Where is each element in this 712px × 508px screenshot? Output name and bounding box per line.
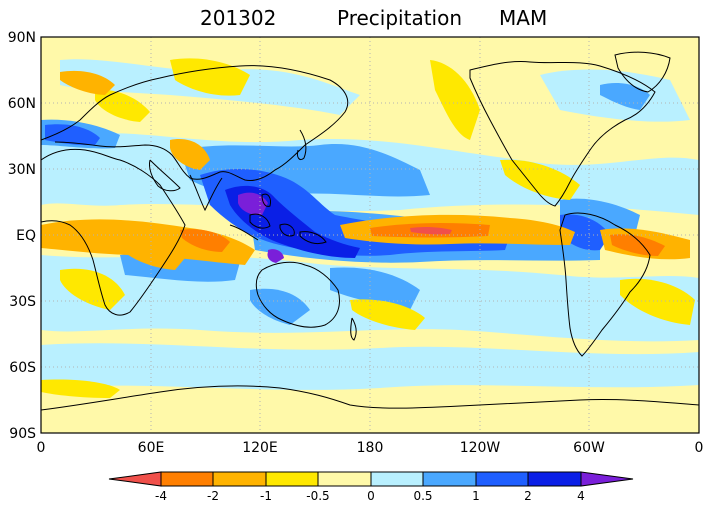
lon-tick-label: 120W <box>460 440 501 456</box>
coastline-island <box>299 231 327 245</box>
colorbar-segment <box>580 471 634 487</box>
colorbar-label: 4 <box>577 489 585 503</box>
anomaly-region <box>120 238 185 270</box>
anomaly-region <box>170 58 250 96</box>
coastline-antarctica <box>41 385 699 411</box>
lat-tick-label: 60S <box>9 360 36 376</box>
lon-tick-label: 60E <box>138 440 165 456</box>
anomaly-region <box>267 249 284 263</box>
lon-tick-labels: 0 60E 120E 180 120W 60W 0 <box>37 440 704 456</box>
coastline-island <box>229 224 259 241</box>
lon-tick-label: 60W <box>573 440 605 456</box>
colorbar-segment <box>370 471 424 487</box>
map-grid <box>41 37 699 433</box>
lon-tick-label: 0 <box>695 440 704 456</box>
coastline-india <box>189 174 223 212</box>
coastlines <box>41 51 699 411</box>
coastline-japan <box>297 129 307 161</box>
coastline-island <box>279 223 295 237</box>
coastline-new-zealand <box>350 317 357 341</box>
colorbar-label: -1 <box>260 489 272 503</box>
coastline-island <box>261 193 271 207</box>
anomaly-region <box>620 278 695 325</box>
anomaly-region <box>330 267 420 310</box>
colorbar-label: 2 <box>524 489 532 503</box>
colorbar-segment <box>108 471 162 487</box>
anomaly-region <box>95 89 150 122</box>
coastline-australia <box>255 261 340 328</box>
anomaly-region <box>170 139 210 170</box>
colorbar-label: -2 <box>207 489 219 503</box>
anomaly-region <box>610 234 665 256</box>
anomaly-region <box>250 288 310 325</box>
lat-tick-label: 90N <box>8 30 36 46</box>
colorbar-segment <box>317 471 372 487</box>
colorbar-segment <box>212 471 267 487</box>
colorbar-segment <box>475 471 529 487</box>
anomaly-region <box>560 214 610 251</box>
lon-tick-label: 0 <box>37 440 46 456</box>
colorbar-label: 0.5 <box>413 489 432 503</box>
coastline-north-america <box>469 61 656 207</box>
lon-tick-label: 180 <box>357 440 384 456</box>
lon-tick-label: 120E <box>242 440 278 456</box>
title-variable: Precipitation <box>337 6 463 30</box>
lat-tick-label: 90S <box>9 426 36 442</box>
colorbar-segment <box>422 471 477 487</box>
colorbar-label: 1 <box>472 489 480 503</box>
coastline-island <box>249 213 271 229</box>
title-date: 201302 <box>200 6 277 30</box>
anomaly-region <box>45 124 100 146</box>
coastline-greenland <box>614 51 671 93</box>
lat-tick-label: 30S <box>9 294 36 310</box>
anomaly-region <box>410 226 452 235</box>
anomaly-region <box>60 268 125 310</box>
colorbar-label: -0.5 <box>306 489 329 503</box>
coastline-south-america <box>559 212 651 357</box>
colorbar-label: 0 <box>367 489 375 503</box>
anomaly-region <box>60 70 115 95</box>
colorbar-segment <box>265 471 319 487</box>
lat-tick-label: 30N <box>8 162 36 178</box>
anomaly-region <box>430 60 480 140</box>
map-title: 201302 Precipitation MAM <box>0 6 712 32</box>
map-frame <box>40 36 700 434</box>
lat-tick-labels: 90N 60N 30N EQ 30S 60S 90S <box>8 30 36 442</box>
colorbar <box>108 471 634 487</box>
colorbar-segment <box>527 471 582 487</box>
coastline-africa <box>41 148 186 316</box>
colorbar-label: -4 <box>155 489 167 503</box>
lat-tick-label: 60N <box>8 96 36 112</box>
anomaly-region <box>41 379 120 398</box>
anomaly-fields <box>41 58 699 398</box>
coastline-arabia <box>149 159 181 192</box>
title-season: MAM <box>499 6 548 30</box>
lat-tick-label: EQ <box>16 228 36 244</box>
colorbar-segment <box>160 471 214 487</box>
colorbar-labels: -4 -2 -1 -0.5 0 0.5 1 2 4 <box>155 489 585 503</box>
anomaly-region <box>350 299 425 330</box>
